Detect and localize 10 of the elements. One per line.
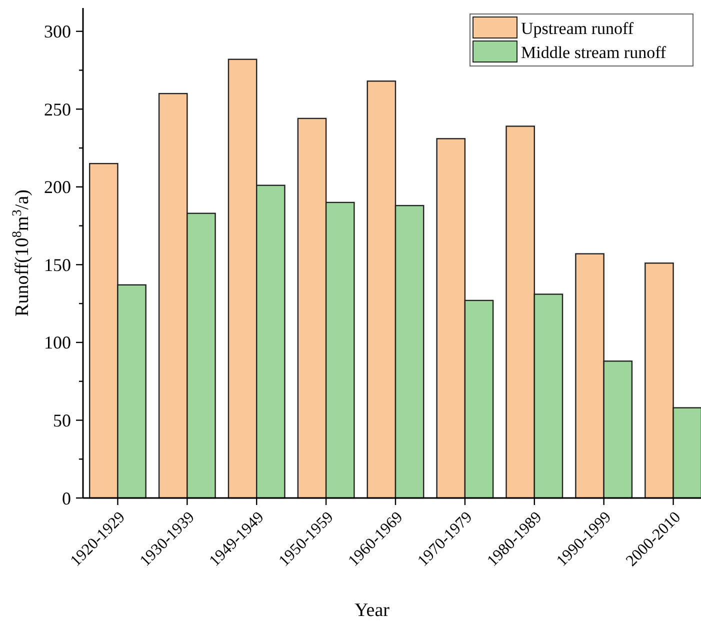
y-tick-label: 50 bbox=[53, 410, 71, 431]
y-tick-label: 200 bbox=[44, 177, 71, 198]
y-tick-label: 300 bbox=[44, 22, 71, 42]
y-tick-label: 100 bbox=[44, 332, 71, 353]
legend-label: Middle stream runoff bbox=[521, 42, 666, 62]
y-tick-label: 150 bbox=[44, 254, 71, 275]
y-tick-label: 0 bbox=[62, 488, 71, 508]
x-axis-title: Year bbox=[354, 600, 390, 621]
y-tick-label: 250 bbox=[44, 99, 71, 120]
legend-label: Upstream runoff bbox=[521, 18, 634, 38]
